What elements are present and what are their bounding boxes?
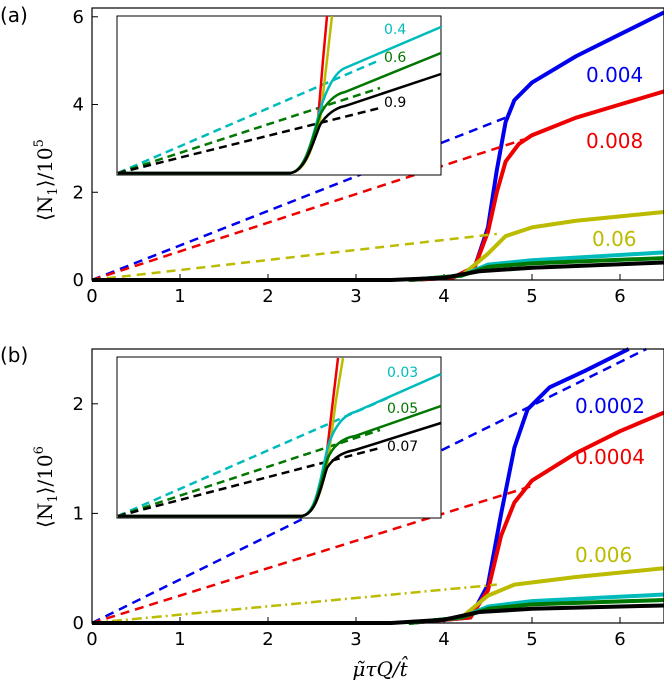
panel-a-frame: [91, 7, 664, 281]
panel-a-ytick-label: 2: [73, 182, 84, 203]
panel-a-ylabel: ⟨N1⟩/105: [32, 139, 61, 221]
inset-b-label-3: 0.07: [387, 439, 418, 455]
panel-a-xtick-label: 4: [438, 286, 449, 307]
panel-a-xtick-label: 0: [86, 286, 97, 307]
series-0.006-dashed: [91, 583, 497, 625]
panel-a-series: [91, 10, 664, 282]
panel-b-ytick-label: 0: [73, 613, 84, 634]
panel-a-ylabel-sub: 1: [46, 187, 61, 195]
series-0.008-dashed: [91, 138, 524, 282]
panel-b-xtick-label: 4: [438, 629, 449, 650]
panel-b-line-label: 0.0002: [575, 394, 645, 418]
series-0.0004-line: [408, 410, 664, 625]
inset-a-label-1: 0.4: [384, 22, 406, 38]
panel-a-xtick-label: 5: [526, 286, 537, 307]
x-axis-label: μ̃τQ/t̂: [352, 655, 408, 681]
inset-a-label-2: 0.6: [384, 50, 406, 66]
series-0.0004-dashed: [91, 484, 533, 625]
panel-b-xtick-label: 1: [174, 629, 185, 650]
panel-b-ylabel-exp: 6: [32, 446, 47, 454]
panel-b-inset-curves: [117, 357, 442, 518]
panel-a-xtick-label: 3: [350, 286, 361, 307]
inset-b-black-curve: [118, 421, 442, 518]
panel-a-label: (a): [0, 3, 28, 27]
panel-a-inset: 0.4 0.6 0.9: [116, 15, 442, 176]
panel-a-ytick-label: 6: [73, 7, 84, 28]
panel-b-label: (b): [0, 343, 28, 367]
panel-a-ytick-label: 4: [73, 95, 84, 116]
panel-b-xtick-label: 3: [350, 629, 361, 650]
panel-a-line-label: 0.008: [586, 129, 643, 153]
panel-a-ylabel-main: ⟨N: [33, 196, 57, 221]
svg-text:⟨N1⟩/106: ⟨N1⟩/106: [32, 446, 61, 528]
panel-a-inset-curves: [117, 15, 442, 175]
inset-b-green-dashed: [117, 428, 381, 518]
panel-b-ylabel-main: ⟨N: [33, 503, 57, 528]
panel-b-xtick-label: 2: [262, 629, 273, 650]
panel-a-ylabel-exp: 5: [32, 139, 47, 147]
series-0.06-dashed: [91, 232, 497, 282]
inset-a-black-curve: [118, 72, 442, 175]
inset-b-label-1: 0.03: [387, 365, 418, 381]
inset-a-black-dashed: [117, 106, 381, 175]
panel-a-xtick-label: 1: [174, 286, 185, 307]
panel-a-line-label: 0.06: [592, 227, 637, 251]
panel-b-xtick-label: 6: [614, 629, 625, 650]
inset-b-label-2: 0.05: [387, 401, 418, 417]
panel-b-ylabel-tail: ⟩/10: [33, 454, 57, 494]
panel-b-ylabel: ⟨N1⟩/106: [32, 446, 61, 528]
series-0.008-line: [408, 89, 664, 282]
panel-a-inset-frame: [116, 15, 442, 176]
panel-b-ylabel-sub: 1: [46, 494, 61, 502]
inset-a-teal-dashed: [117, 58, 381, 175]
panel-b-frame: [91, 348, 664, 624]
panel-a-ylabel-tail: ⟩/10: [33, 147, 57, 187]
panel-a-xtick-label: 6: [614, 286, 625, 307]
panel-a-line-label: 0.004: [586, 63, 643, 87]
panel-b-line-label: 0.006: [575, 543, 632, 567]
svg-text:⟨N1⟩/105: ⟨N1⟩/105: [32, 139, 61, 221]
panel-a-xtick-label: 2: [262, 286, 273, 307]
panel-b-xtick-label: 0: [86, 629, 97, 650]
panel-b-line-label: 0.0004: [575, 445, 645, 469]
panel-b-ytick-label: 2: [73, 394, 84, 415]
inset-b-black-dashed: [117, 446, 381, 518]
panel-b-xtick-label: 5: [526, 629, 537, 650]
inset-a-green-dashed: [117, 86, 381, 175]
panel-b-ytick-label: 1: [73, 503, 84, 524]
inset-a-label-3: 0.9: [384, 95, 406, 111]
panel-a-ytick-label: 0: [73, 270, 84, 291]
series-0.0002-line: [408, 347, 630, 625]
panel-b-inset-frame: [116, 356, 442, 519]
series-0.0002-dashed: [91, 347, 647, 625]
series-black-line: [92, 260, 664, 282]
panel-b-inset: 0.03 0.05 0.07: [116, 356, 442, 519]
